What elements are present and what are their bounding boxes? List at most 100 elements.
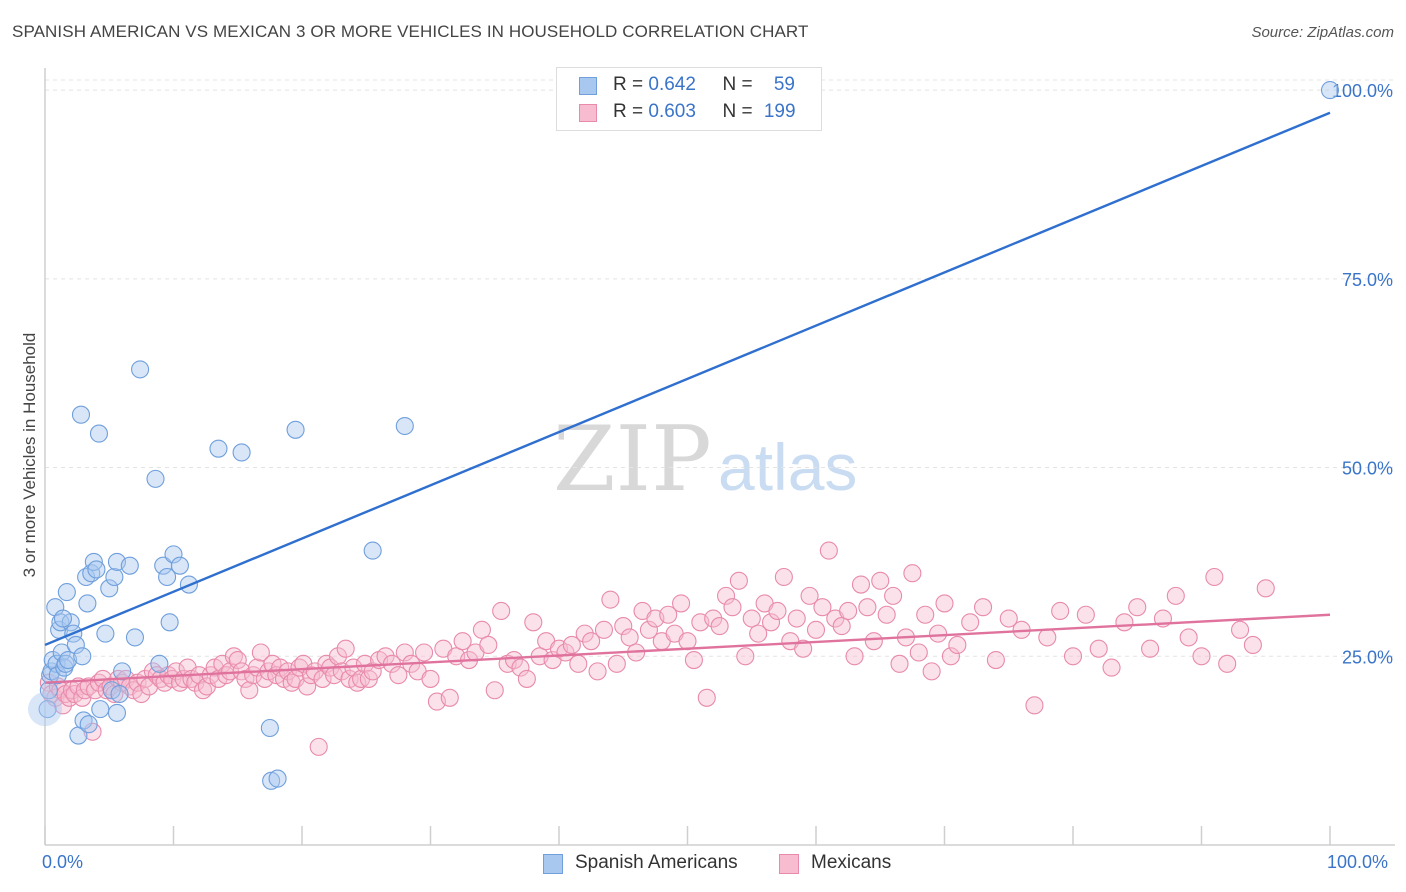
mexican-point <box>479 635 498 655</box>
spanish-american-point <box>91 700 110 719</box>
mexican-point <box>903 564 922 583</box>
mexican-point <box>336 639 355 658</box>
mexican-point <box>614 617 633 636</box>
stats-legend: R = 0.642 N = 59 R = 0.603 N = 199 <box>556 67 822 131</box>
mexican-point <box>884 586 903 605</box>
mexican-point <box>556 643 575 662</box>
mexican-point <box>787 609 806 628</box>
mexican-point <box>999 609 1018 628</box>
mexican-point <box>1141 639 1160 658</box>
watermark-zip: ZIP <box>553 407 712 512</box>
legend-r-label: R = <box>613 101 649 122</box>
legend-swatch-spanish-americans <box>579 77 597 95</box>
mexican-point <box>607 654 626 673</box>
spanish-american-point <box>38 700 57 719</box>
mexican-point <box>659 605 678 624</box>
legend-swatch-mexicans <box>779 854 799 874</box>
spanish-american-point <box>1320 81 1340 100</box>
spanish-american-point <box>100 579 119 598</box>
mexican-point <box>736 647 755 666</box>
mexican-point <box>569 654 588 673</box>
mexican-point <box>309 737 328 756</box>
spanish-american-point <box>170 556 189 575</box>
mexican-point <box>973 598 993 617</box>
y-tick-label: 50.0% <box>1342 459 1393 479</box>
spanish-american-point <box>232 443 251 462</box>
mexican-point <box>132 684 151 704</box>
mexican-point <box>1102 658 1121 677</box>
mexican-point <box>710 617 729 636</box>
mexican-point <box>1218 654 1237 673</box>
spanish-american-point <box>96 624 115 643</box>
mexican-point <box>524 613 543 632</box>
legend-label: Mexicans <box>811 852 892 873</box>
mexican-point <box>562 635 581 655</box>
mexican-point <box>864 632 883 651</box>
mexican-point <box>453 632 472 651</box>
mexican-point <box>588 662 607 681</box>
mexican-point <box>1128 598 1147 617</box>
mexican-point <box>492 601 511 621</box>
y-tick-label: 75.0% <box>1342 270 1393 290</box>
spanish-american-point <box>110 684 129 704</box>
mexican-point <box>1231 620 1250 639</box>
spanish-american-point <box>120 556 139 575</box>
mexican-point <box>806 620 826 639</box>
mexican-point <box>415 643 434 662</box>
mexican-point <box>813 598 832 617</box>
legend-swatch-mexicans <box>579 104 597 122</box>
watermark-atlas: atlas <box>718 430 857 504</box>
mexican-point <box>1089 639 1108 658</box>
spanish-american-point <box>363 541 382 560</box>
mexican-point <box>594 620 614 639</box>
mexican-point <box>1205 567 1224 587</box>
mexican-point <box>929 624 948 643</box>
mexican-point <box>355 654 375 673</box>
mexican-point <box>794 639 813 658</box>
spanish-american-point <box>28 692 62 727</box>
mexican-point <box>877 605 896 624</box>
mexican-point <box>251 643 270 662</box>
spanish-american-point <box>79 715 98 734</box>
legend-n-value: 59 <box>773 74 795 95</box>
spanish-american-point <box>57 583 76 602</box>
spanish-american-point <box>160 613 179 632</box>
mexican-point <box>639 620 659 639</box>
spanish-american-point <box>260 718 279 738</box>
mexican-point <box>723 598 742 617</box>
mexican-point <box>440 688 459 707</box>
mexican-point <box>858 598 877 617</box>
spanish-american-point <box>131 360 150 379</box>
mexican-point <box>1025 696 1044 715</box>
spanish-american-point <box>286 420 305 439</box>
source-credit: Source: ZipAtlas.com <box>1251 24 1394 41</box>
spanish-american-point <box>89 424 109 443</box>
mexican-point <box>511 658 530 677</box>
spanish-american-point <box>105 567 124 587</box>
x-tick-max: 100.0% <box>1327 852 1389 872</box>
x-tick-min: 0.0% <box>42 852 84 872</box>
mexican-point <box>504 650 524 670</box>
mexican-point <box>845 647 864 666</box>
mexican-point <box>328 647 348 666</box>
mexican-point <box>941 647 960 666</box>
legend-swatch-spanish-americans <box>543 854 563 874</box>
spanish-american-point <box>209 439 228 458</box>
mexican-point <box>395 643 414 662</box>
spanish-american-point <box>146 469 165 488</box>
mexican-point <box>948 635 967 655</box>
spanish-american-point <box>395 416 414 436</box>
mexican-point <box>601 590 620 609</box>
mexican-point <box>935 594 954 613</box>
mexican-point <box>620 628 639 647</box>
mexican-point <box>1063 647 1083 666</box>
mexican-point <box>363 662 382 681</box>
mexican-point <box>1243 635 1262 655</box>
mexican-point <box>517 669 536 688</box>
mexican-point <box>1256 579 1275 598</box>
mexican-point <box>961 613 980 632</box>
mexican-point <box>1076 605 1095 624</box>
legend-r-label: R = <box>613 74 649 95</box>
y-tick-label: 100.0% <box>1332 81 1393 101</box>
